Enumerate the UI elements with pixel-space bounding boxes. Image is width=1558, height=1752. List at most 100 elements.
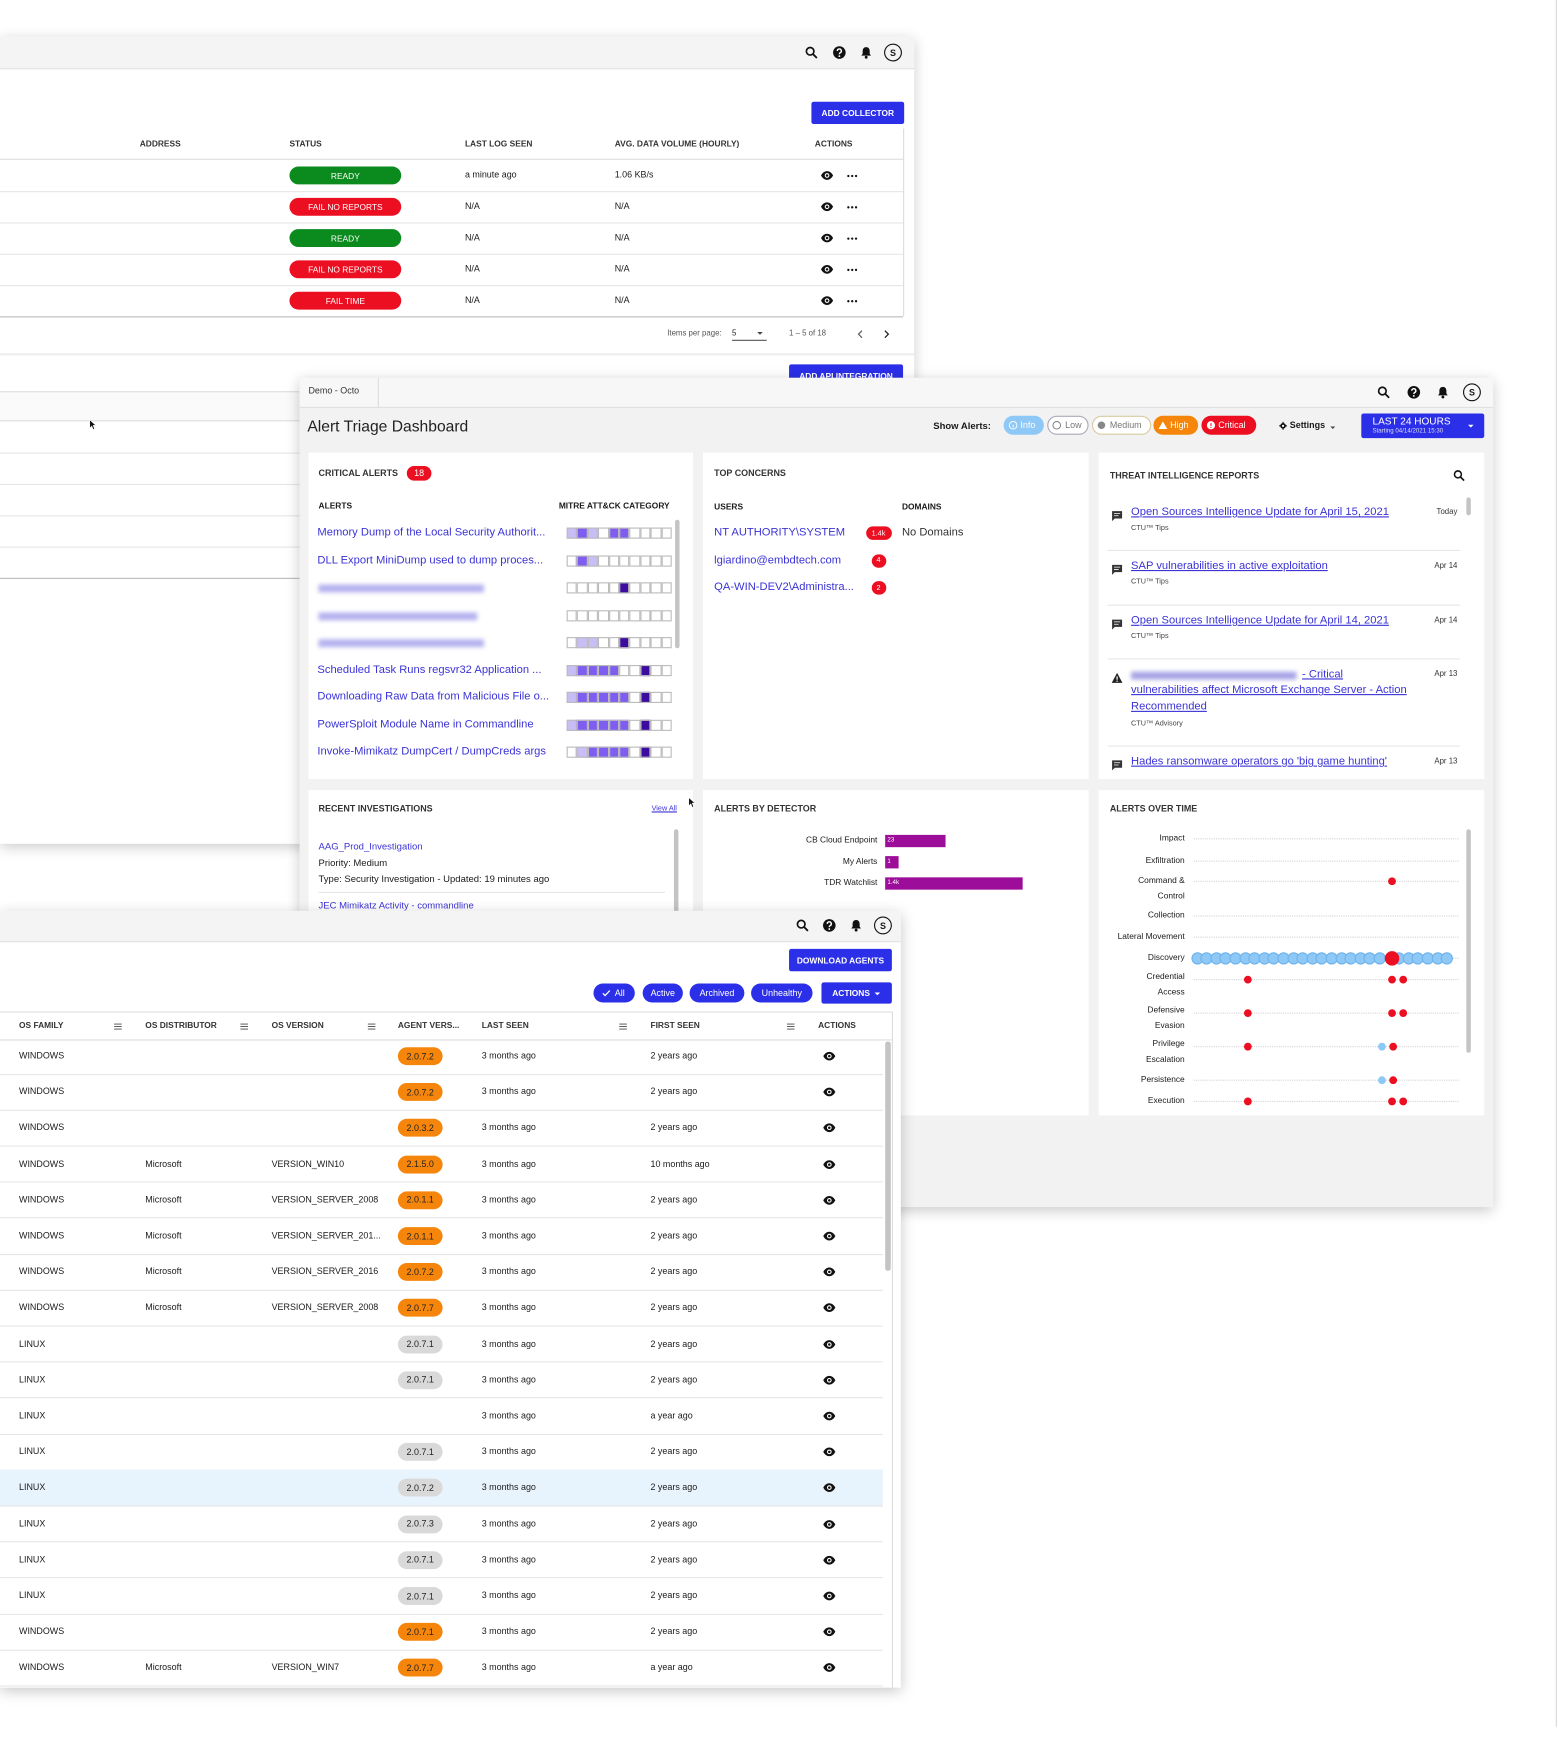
report-title[interactable]: Open Sources Intelligence Update for Apr… — [1131, 506, 1389, 519]
agent-version-badge: 2.0.7.2 — [397, 1083, 443, 1102]
next-page-shape — [884, 330, 890, 339]
check-icon-shape — [601, 990, 610, 997]
status-filter[interactable]: All — [593, 983, 635, 1003]
report-title[interactable]: Open Sources Intelligence Update for Apr… — [1131, 614, 1389, 627]
tenant-name[interactable]: Demo - Octo — [308, 385, 360, 396]
user-avatar[interactable]: S — [1463, 383, 1481, 402]
view-icon-shape — [825, 299, 829, 302]
alert-link[interactable]: PowerSploit Module Name in Commandline — [317, 718, 534, 731]
severity-filter[interactable]: Low — [1047, 415, 1089, 435]
mitre-cell — [640, 664, 651, 676]
investigation-name[interactable]: JEC Mimikatz Activity - commandline — [318, 899, 474, 911]
view-icon[interactable] — [823, 1625, 836, 1638]
report-title[interactable]: SAP vulnerabilities in active exploitati… — [1131, 559, 1328, 573]
view-icon[interactable] — [823, 1193, 836, 1206]
row-divider — [0, 1577, 883, 1579]
alert-link[interactable]: Downloading Raw Data from Malicious File… — [317, 690, 550, 703]
alert-link[interactable]: Scheduled Task Runs regsvr32 Application… — [317, 663, 542, 676]
time-dot — [1384, 950, 1399, 966]
view-icon[interactable] — [823, 1301, 836, 1314]
severity-filter[interactable]: High — [1153, 415, 1199, 435]
view-icon[interactable] — [823, 1553, 836, 1566]
more-icon[interactable] — [846, 263, 858, 275]
mitre-cell — [661, 746, 672, 758]
view-icon[interactable] — [823, 1445, 836, 1458]
more-icon[interactable] — [846, 295, 858, 307]
severity-filter[interactable]: Info — [1003, 415, 1044, 435]
view-icon[interactable] — [823, 1589, 836, 1602]
alert-link[interactable]: Memory Dump of the Local Security Author… — [317, 526, 546, 539]
actions-menu[interactable]: ACTIONS — [821, 982, 892, 1004]
notifications-icon[interactable] — [859, 46, 872, 59]
user-link[interactable]: QA-WIN-DEV2\Administra... — [714, 581, 854, 594]
next-page[interactable] — [881, 329, 892, 340]
time-range-button[interactable] — [1361, 413, 1485, 439]
view-icon[interactable] — [823, 1409, 836, 1422]
status-filter[interactable]: Active — [642, 983, 683, 1003]
status-filter[interactable]: Archived — [689, 983, 745, 1003]
severity-filter[interactable]: Medium — [1091, 415, 1152, 435]
items-per-page-value[interactable]: 5 — [732, 329, 737, 338]
search-reports-icon[interactable] — [1452, 469, 1465, 481]
investigation-name[interactable]: AAG_Prod_Investigation — [318, 840, 423, 852]
report-title[interactable]: - Critical vulnerabilities affect Micros… — [1131, 668, 1407, 713]
view-icon[interactable] — [820, 231, 834, 244]
view-icon-shape — [823, 1663, 836, 1673]
help-icon[interactable] — [1407, 386, 1421, 399]
user-avatar[interactable]: S — [874, 916, 892, 935]
prev-page[interactable] — [855, 329, 866, 340]
mitre-cell — [566, 527, 578, 539]
view-icon[interactable] — [823, 1337, 836, 1350]
view-all-link[interactable]: View All — [651, 804, 677, 813]
table-right-border — [903, 128, 905, 317]
search-icon[interactable] — [796, 919, 809, 932]
help-icon[interactable] — [833, 46, 846, 59]
search-icon[interactable] — [805, 46, 818, 59]
download-agents-button[interactable]: DOWNLOAD AGENTS — [789, 948, 892, 972]
view-icon[interactable] — [820, 169, 834, 182]
view-icon[interactable] — [820, 294, 834, 307]
view-icon[interactable] — [823, 1049, 836, 1062]
settings-menu[interactable]: Settings — [1289, 420, 1326, 431]
column-header: LAST SEEN — [481, 1020, 529, 1031]
user-link[interactable]: lgiardino@embdtech.com — [714, 553, 842, 567]
view-icon[interactable] — [823, 1229, 836, 1242]
more-icon[interactable] — [846, 169, 858, 181]
view-icon[interactable] — [823, 1157, 836, 1170]
more-icon[interactable] — [846, 201, 858, 213]
more-icon[interactable] — [846, 232, 858, 244]
notifications-icon[interactable] — [849, 919, 862, 932]
filter-icon — [1157, 420, 1167, 430]
scrollbar — [1466, 829, 1471, 1053]
view-icon[interactable] — [823, 1661, 836, 1674]
user-link[interactable]: NT AUTHORITY\SYSTEM — [714, 526, 846, 539]
view-icon[interactable] — [823, 1481, 836, 1494]
more-icon-shape — [850, 205, 853, 208]
view-icon-shape — [828, 1162, 831, 1166]
status-filter[interactable]: Unhealthy — [751, 983, 813, 1003]
help-icon-shape — [1412, 394, 1415, 397]
search-icon[interactable] — [1377, 386, 1390, 399]
view-icon[interactable] — [823, 1373, 836, 1386]
view-icon[interactable] — [820, 263, 834, 276]
alert-link[interactable]: Invoke-Mimikatz DumpCert / DumpCreds arg… — [317, 745, 546, 758]
cell-os: WINDOWS — [19, 1266, 65, 1277]
view-icon[interactable] — [823, 1121, 836, 1134]
search-icon-shape — [796, 919, 806, 929]
view-icon[interactable] — [823, 1517, 836, 1530]
last-seen: 3 months ago — [481, 1158, 536, 1169]
view-icon[interactable] — [820, 200, 834, 213]
user-avatar[interactable]: S — [884, 43, 902, 62]
time-range-caret — [1466, 421, 1475, 430]
alert-link[interactable]: DLL Export MiniDump used to dump proces.… — [317, 553, 544, 567]
view-icon[interactable] — [823, 1085, 836, 1098]
filter-icon-shape — [1008, 421, 1017, 430]
help-icon[interactable] — [823, 919, 836, 932]
add-collector-button[interactable]: ADD COLLECTOR — [811, 101, 905, 125]
report-title[interactable]: Hades ransomware operators go 'big game … — [1131, 755, 1387, 768]
view-icon[interactable] — [823, 1265, 836, 1278]
severity-filter[interactable]: Critical — [1201, 415, 1257, 435]
notifications-icon[interactable] — [1436, 386, 1449, 399]
time-dot — [1243, 1042, 1252, 1051]
last-seen: 3 months ago — [481, 1230, 536, 1241]
